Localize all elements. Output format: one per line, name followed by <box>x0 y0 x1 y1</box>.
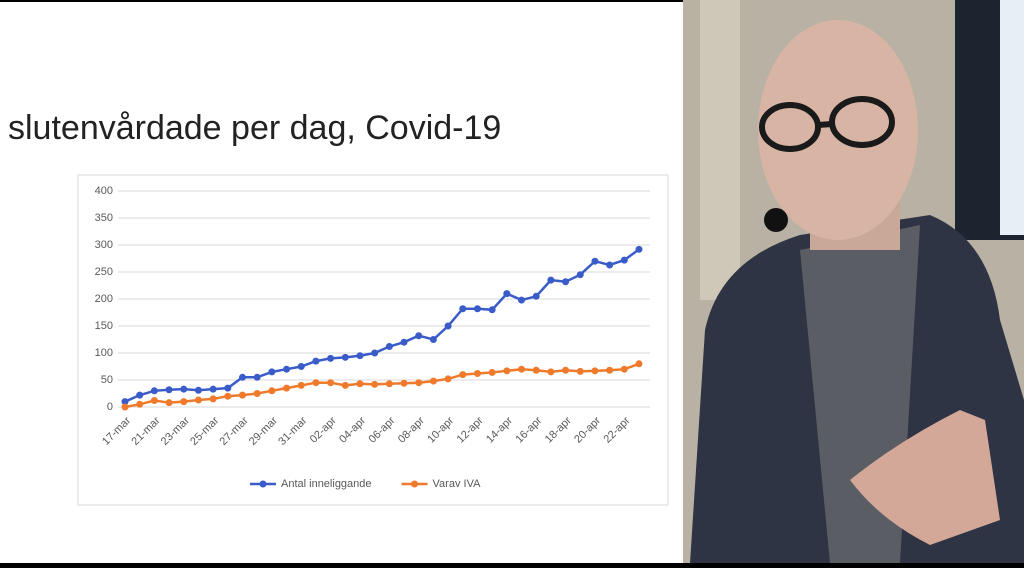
data-point <box>312 379 320 387</box>
slide-title: slutenvårdade per dag, Covid-19 <box>8 109 501 147</box>
data-point <box>429 377 437 385</box>
data-point <box>518 365 526 373</box>
data-point <box>606 366 614 374</box>
data-point <box>385 380 393 388</box>
data-point <box>209 395 217 403</box>
data-point <box>488 306 496 314</box>
data-point <box>180 398 188 406</box>
legend-marker <box>411 480 419 488</box>
data-point <box>356 380 364 388</box>
data-point <box>444 322 452 330</box>
legend-label: Antal inneliggande <box>281 478 372 490</box>
screen-light <box>1000 0 1024 235</box>
data-point <box>194 396 202 404</box>
data-point <box>473 370 481 378</box>
data-point <box>385 343 393 351</box>
data-point <box>224 392 232 400</box>
data-point <box>371 349 379 357</box>
data-point <box>283 384 291 392</box>
data-point <box>415 379 423 387</box>
data-point <box>547 368 555 376</box>
data-point <box>180 385 188 393</box>
data-point <box>268 387 276 395</box>
data-point <box>327 354 335 362</box>
data-point <box>238 373 246 381</box>
data-point <box>620 365 628 373</box>
data-point <box>429 336 437 343</box>
y-tick-label: 300 <box>95 239 113 251</box>
data-point <box>297 381 305 389</box>
y-tick-label: 400 <box>95 185 113 197</box>
data-point <box>562 366 570 374</box>
head <box>758 20 918 240</box>
data-point <box>591 367 599 375</box>
legend-marker <box>259 480 267 488</box>
y-tick-label: 350 <box>95 212 113 224</box>
data-point <box>165 386 173 394</box>
data-point <box>444 375 452 383</box>
data-point <box>371 380 379 388</box>
y-tick-label: 50 <box>101 374 113 386</box>
data-point <box>532 292 540 300</box>
data-point <box>283 365 291 373</box>
data-point <box>150 387 158 395</box>
hand <box>850 410 1000 545</box>
glasses <box>759 96 895 152</box>
data-point <box>547 276 555 284</box>
data-point <box>576 367 584 375</box>
data-point <box>356 352 364 360</box>
data-point <box>488 368 496 376</box>
legend-label: Varav IVA <box>433 478 482 490</box>
data-point <box>400 338 408 346</box>
y-tick-label: 0 <box>107 401 113 413</box>
y-tick-label: 150 <box>95 320 113 332</box>
data-point <box>576 271 584 279</box>
data-point <box>136 400 144 408</box>
data-point <box>297 363 305 370</box>
data-point <box>532 366 540 374</box>
y-tick-label: 250 <box>95 266 113 278</box>
data-point <box>121 398 129 406</box>
data-point <box>459 371 467 379</box>
speaker-video <box>683 0 1024 563</box>
data-point <box>341 381 349 389</box>
data-point <box>165 399 173 407</box>
data-point <box>518 296 526 304</box>
data-point <box>268 368 276 376</box>
data-point <box>224 384 232 392</box>
data-point <box>312 357 320 365</box>
data-point <box>253 373 261 381</box>
data-point <box>327 379 335 387</box>
data-point <box>238 391 246 399</box>
data-point <box>459 305 467 313</box>
chart-frame <box>77 174 669 506</box>
data-point <box>503 367 511 375</box>
microphone <box>764 208 788 232</box>
data-point <box>415 332 423 340</box>
data-point <box>209 385 217 393</box>
data-point <box>503 290 511 298</box>
data-point <box>253 390 261 397</box>
data-point <box>620 256 628 264</box>
y-tick-label: 100 <box>95 347 113 359</box>
data-point <box>635 360 643 368</box>
data-point <box>473 305 481 313</box>
data-point <box>121 403 129 411</box>
y-tick-label: 200 <box>95 293 113 305</box>
data-point <box>606 261 614 269</box>
data-point <box>400 379 408 387</box>
data-point <box>591 257 599 265</box>
data-point <box>194 386 202 394</box>
wall-panel <box>700 0 740 300</box>
data-point <box>136 391 144 399</box>
data-point <box>635 245 643 253</box>
data-point <box>150 397 158 405</box>
data-point <box>562 278 570 286</box>
data-point <box>341 353 349 361</box>
